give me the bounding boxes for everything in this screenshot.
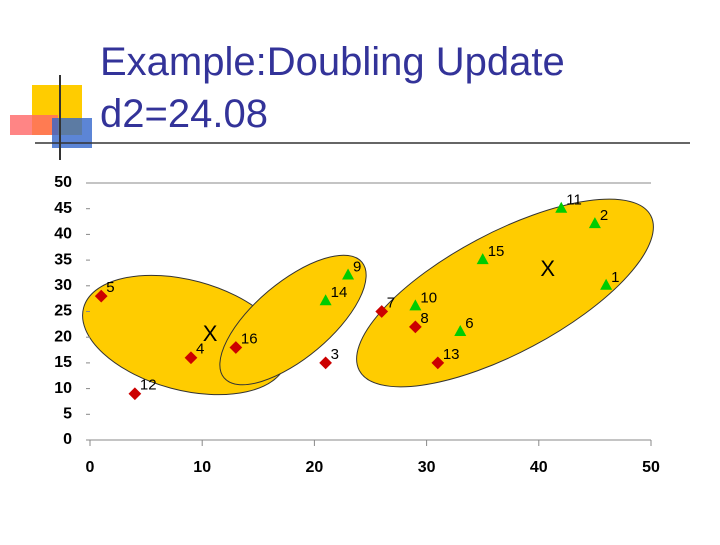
x-tick-label: 50	[642, 459, 660, 476]
point-label: 16	[241, 330, 258, 347]
point-label: 9	[353, 258, 361, 275]
x-tick-label: 10	[193, 459, 211, 476]
y-tick-label: 0	[63, 431, 72, 448]
point	[319, 356, 332, 370]
point-label: 7	[387, 294, 395, 311]
point	[476, 253, 489, 265]
y-tick-label: 40	[54, 226, 72, 243]
point	[342, 268, 355, 280]
point-label: 5	[106, 279, 114, 296]
point-label: 6	[465, 315, 473, 332]
point	[94, 289, 108, 303]
cluster-ellipse	[219, 254, 367, 386]
point	[184, 351, 198, 365]
point	[454, 325, 467, 337]
title-line: d2=24.08	[100, 92, 268, 136]
point	[375, 305, 389, 318]
x-tick-label: 30	[418, 459, 436, 476]
point	[600, 278, 613, 290]
y-tick-label: 20	[54, 328, 72, 345]
y-tick-label: 25	[54, 303, 72, 320]
centroid: X	[203, 321, 218, 346]
point-label: 12	[140, 377, 157, 394]
point	[128, 387, 142, 401]
deco-red	[10, 115, 58, 135]
plot	[82, 198, 654, 396]
x-tick-label: 0	[86, 459, 95, 476]
y-tick-label: 30	[54, 277, 72, 294]
point-label: 2	[600, 207, 608, 224]
y-tick-label: 5	[63, 406, 72, 423]
x-tick-label: 40	[530, 459, 548, 476]
point-label: 15	[488, 243, 505, 260]
y-tick-label: 10	[54, 380, 72, 397]
point	[588, 217, 601, 229]
title-line: Example:Doubling Update	[100, 40, 565, 84]
y-tick-label: 50	[54, 174, 72, 191]
point	[409, 320, 422, 334]
centroid: X	[540, 256, 555, 281]
point-label: 11	[566, 192, 582, 209]
point	[555, 201, 568, 213]
point-label: 13	[443, 346, 460, 363]
point-label: 10	[420, 289, 437, 306]
point-label: 1	[611, 269, 619, 286]
y-tick-label: 35	[54, 251, 72, 268]
point	[431, 356, 445, 370]
x-tick-label: 20	[306, 459, 324, 476]
point-label: 4	[196, 341, 204, 358]
point-label: 3	[331, 346, 339, 363]
y-tick-label: 15	[54, 354, 72, 371]
y-tick-label: 45	[54, 200, 72, 217]
point	[409, 299, 422, 311]
point	[319, 294, 332, 306]
point-label: 8	[420, 310, 428, 327]
point	[229, 341, 243, 354]
cluster-ellipse	[356, 198, 654, 388]
point-label: 14	[331, 284, 348, 301]
